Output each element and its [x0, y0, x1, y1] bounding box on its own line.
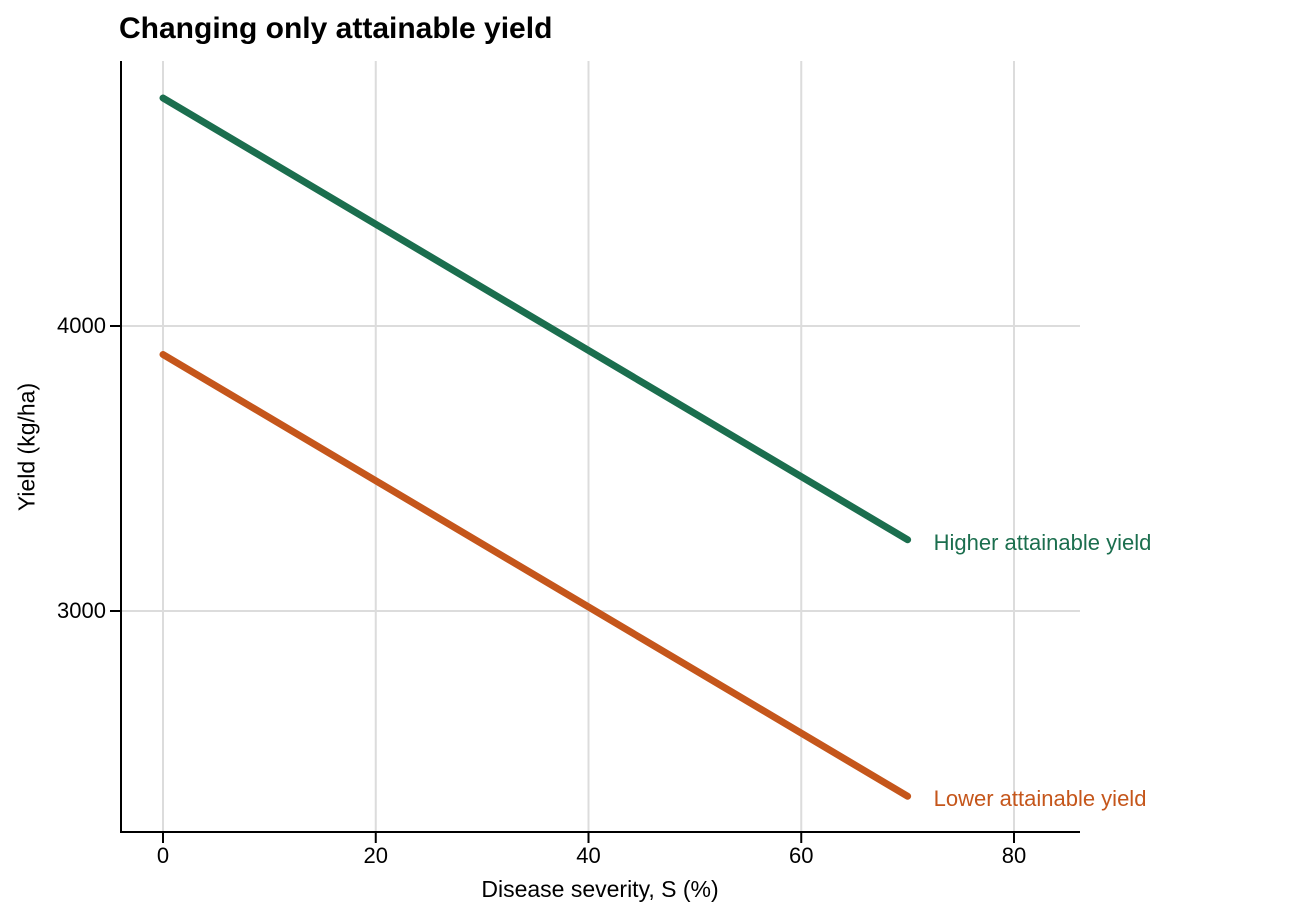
series-label: Lower attainable yield: [933, 786, 1147, 812]
x-tick-label: 0: [156, 843, 170, 868]
y-axis-title: Yield (kg/ha): [13, 382, 40, 512]
x-tick-label: 80: [1001, 843, 1027, 868]
y-tick-label: 3000: [57, 598, 106, 623]
series-label: Higher attainable yield: [933, 529, 1152, 555]
x-tick-label: 20: [363, 843, 388, 868]
series-line: [159, 351, 912, 800]
x-tick-label: 60: [789, 843, 814, 868]
x-tick-label: 40: [576, 843, 601, 868]
x-axis-title: Disease severity, S (%): [481, 876, 719, 902]
series-line: [159, 94, 912, 544]
chart-title: Changing only attainable yield: [119, 12, 553, 45]
y-tick-label: 4000: [57, 313, 106, 338]
